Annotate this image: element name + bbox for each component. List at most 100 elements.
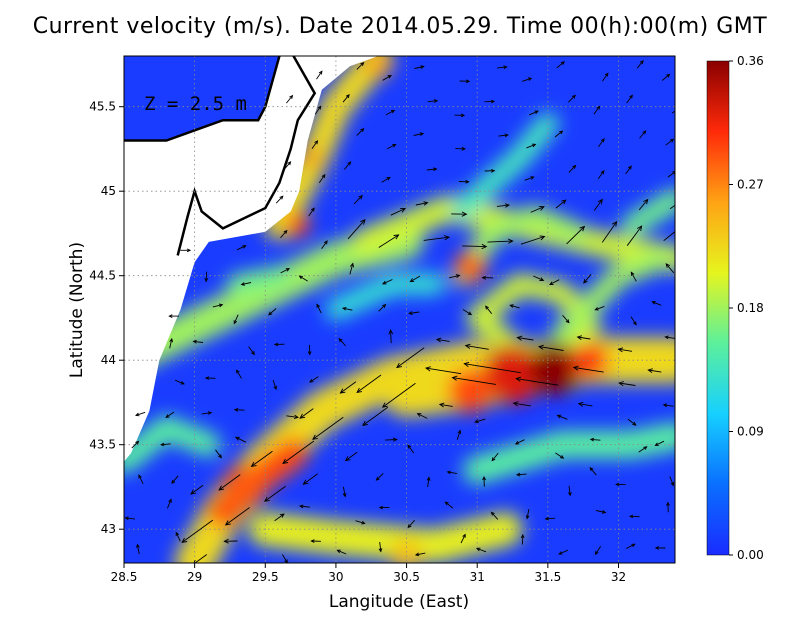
- velocity-arrow: [414, 65, 425, 69]
- velocity-arrow: [308, 207, 315, 217]
- arrow-head: [356, 387, 363, 393]
- arrow-head: [426, 476, 431, 481]
- arrow-shaft: [595, 545, 602, 555]
- arrow-shaft: [439, 403, 453, 407]
- arrow-head: [375, 476, 380, 481]
- arrow-shaft: [602, 73, 609, 82]
- arrow-head: [589, 467, 594, 472]
- velocity-arrow: [558, 549, 569, 555]
- arrow-shaft: [491, 452, 499, 461]
- arrow-shaft: [201, 412, 212, 415]
- arrow-head: [642, 130, 647, 135]
- velocity-arrow: [218, 474, 241, 491]
- arrow-head: [175, 531, 180, 536]
- arrow-head: [654, 546, 660, 550]
- velocity-arrow: [525, 509, 530, 520]
- arrow-head: [283, 229, 288, 234]
- arrow-shaft: [474, 418, 486, 423]
- velocity-arrow: [617, 347, 633, 353]
- velocity-arrow: [341, 306, 353, 311]
- arrow-shaft: [625, 165, 632, 175]
- arrow-head: [565, 319, 570, 324]
- arrow-head: [665, 263, 671, 268]
- velocity-arrow: [520, 533, 525, 545]
- arrow-shaft: [556, 61, 565, 69]
- arrow-shaft: [487, 240, 513, 243]
- arrow-shaft: [555, 452, 564, 459]
- arrow-shaft: [407, 519, 415, 528]
- velocity-arrow: [647, 368, 662, 373]
- arrow-head: [386, 176, 391, 181]
- arrow-shaft: [396, 347, 425, 368]
- arrow-head: [467, 311, 473, 316]
- arrow-shaft: [510, 304, 520, 309]
- arrow-head: [594, 550, 599, 556]
- velocity-arrow: [589, 437, 601, 442]
- velocity-arrow: [224, 507, 250, 526]
- arrow-shaft: [423, 236, 450, 241]
- arrow-head: [446, 470, 451, 475]
- arrow-head: [583, 278, 588, 284]
- velocity-arrow: [514, 439, 525, 445]
- arrow-head: [321, 173, 326, 179]
- colorbar-tick-label: 0.27: [737, 178, 764, 192]
- velocity-arrow: [212, 303, 224, 308]
- arrow-head: [314, 140, 319, 145]
- velocity-arrow: [236, 369, 242, 379]
- speed-band: [248, 512, 523, 563]
- velocity-arrow: [661, 73, 671, 81]
- arrow-shaft: [593, 199, 603, 211]
- arrow-head: [568, 491, 572, 497]
- y-axis-title: Latitude (North): [67, 242, 87, 378]
- velocity-arrow: [342, 93, 350, 103]
- arrow-shaft: [251, 450, 273, 467]
- arrow-head: [633, 321, 637, 326]
- speed-hotspot: [285, 213, 310, 237]
- velocity-arrow: [286, 94, 294, 104]
- x-tick-label: 31: [470, 570, 485, 584]
- arrow-shaft: [378, 234, 399, 248]
- arrow-head: [360, 219, 366, 225]
- y-tick-label: 44: [101, 353, 116, 367]
- arrow-shaft: [235, 436, 247, 443]
- x-axis-ticks: 28.5 29 29.5 30 30.5 31 31.5 32: [111, 563, 626, 584]
- velocity-arrow: [555, 199, 567, 209]
- arrow-shaft: [516, 378, 559, 386]
- arrow-head: [282, 458, 289, 465]
- arrow-shaft: [465, 345, 489, 350]
- arrow-head: [560, 61, 566, 65]
- arrow-head: [218, 303, 224, 308]
- arrow-shaft: [299, 275, 308, 282]
- arrow-shaft: [312, 416, 344, 440]
- arrow-head: [651, 301, 656, 305]
- arrow-head: [396, 362, 402, 369]
- arrow-shaft: [409, 311, 420, 314]
- velocity-arrow: [597, 170, 605, 180]
- arrow-shaft: [630, 272, 637, 282]
- velocity-arrow: [498, 133, 509, 138]
- arrow-shaft: [448, 274, 460, 279]
- velocity-arrow: [280, 229, 288, 239]
- velocity-arrow: [548, 279, 560, 285]
- arrow-shaft: [415, 202, 428, 206]
- velocity-arrow: [485, 305, 493, 314]
- arrow-shaft: [264, 485, 286, 502]
- velocity-arrow: [236, 245, 247, 251]
- arrow-shaft: [225, 507, 250, 526]
- coastline: [124, 56, 281, 142]
- velocity-arrow: [344, 161, 352, 170]
- velocity-arrow: [201, 411, 213, 415]
- arrow-head: [298, 504, 304, 509]
- arrow-head: [307, 351, 312, 356]
- arrow-head: [250, 461, 257, 468]
- arrow-head: [400, 207, 407, 213]
- arrow-shaft: [639, 130, 646, 139]
- arrow-shaft: [316, 70, 323, 80]
- velocity-arrow: [166, 498, 172, 509]
- velocity-arrow: [537, 344, 564, 351]
- velocity-arrow: [512, 401, 531, 407]
- arrow-shaft: [356, 62, 364, 70]
- arrow-head: [251, 351, 255, 356]
- arrow-shaft: [344, 161, 351, 170]
- arrow-head: [462, 533, 466, 538]
